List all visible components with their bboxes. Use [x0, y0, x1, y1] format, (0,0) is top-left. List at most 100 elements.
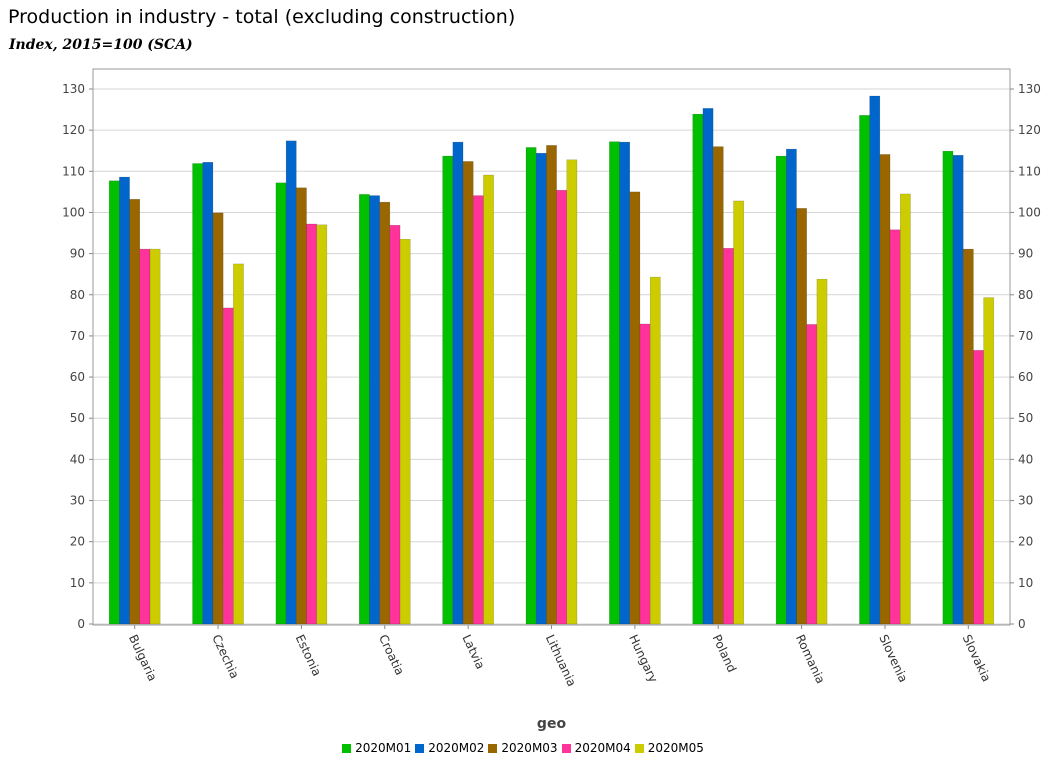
chart-title: Production in industry - total (excludin… — [8, 6, 516, 28]
bar-2020M04-Romania — [806, 324, 818, 625]
bar-2020M04-Lithuania — [556, 189, 568, 625]
legend-swatch — [488, 744, 498, 753]
bar-2020M02-Slovakia — [952, 155, 964, 625]
y-tick-label-right: 50 — [1018, 411, 1033, 425]
legend-item: 2020M03 — [488, 741, 558, 755]
y-tick-label-right: 70 — [1018, 329, 1033, 343]
bar-2020M01-Romania — [775, 155, 787, 625]
bar-2020M05-Slovakia — [983, 297, 995, 625]
y-tick-label-right: 80 — [1018, 288, 1033, 302]
bar-2020M04-Estonia — [306, 223, 317, 625]
bar-2020M05-Czechia — [233, 263, 244, 625]
bar-2020M04-Latvia — [472, 195, 484, 625]
y-tick-label-left: 120 — [62, 123, 85, 137]
y-tick-label-right: 20 — [1018, 535, 1033, 549]
y-tick-label-left: 130 — [62, 82, 85, 96]
bar-2020M04-Croatia — [389, 224, 401, 625]
x-tick-label: Poland — [710, 632, 740, 674]
bar-2020M03-Czechia — [212, 212, 224, 625]
bar-2020M04-Hungary — [639, 323, 651, 625]
x-tick-label: Slovenia — [876, 632, 910, 684]
legend-item: 2020M01 — [342, 741, 411, 755]
y-tick-label-right: 10 — [1018, 576, 1033, 590]
x-tick-label: Estonia — [293, 632, 324, 678]
bar-2020M05-Poland — [733, 200, 744, 625]
y-tick-label-left: 110 — [62, 164, 85, 178]
chart-subtitle: Index, 2015=100 (SCA) — [9, 37, 193, 53]
bar-2020M01-Poland — [692, 113, 704, 625]
bar-2020M02-Slovenia — [869, 95, 881, 625]
bar-2020M03-Croatia — [379, 201, 391, 625]
y-tick-label-left: 60 — [70, 370, 85, 384]
legend-label: 2020M03 — [501, 741, 558, 755]
bar-2020M03-Estonia — [296, 187, 307, 625]
bar-2020M02-Lithuania — [535, 152, 547, 625]
y-tick-label-left: 40 — [70, 452, 85, 466]
y-tick-label-right: 130 — [1018, 82, 1041, 96]
y-tick-label-left: 30 — [70, 494, 85, 508]
legend-item: 2020M05 — [634, 741, 704, 755]
bar-2020M05-Estonia — [316, 224, 328, 625]
bar-2020M03-Hungary — [629, 191, 641, 625]
y-tick-label-right: 60 — [1018, 370, 1033, 384]
x-tick-label: Lithuania — [543, 632, 579, 688]
bar-2020M02-Hungary — [619, 141, 631, 625]
bar-2020M05-Latvia — [483, 174, 494, 625]
y-tick-label-right: 40 — [1018, 452, 1033, 466]
y-tick-label-right: 30 — [1018, 494, 1033, 508]
y-tick-label-left: 80 — [70, 288, 85, 302]
bar-2020M01-Hungary — [609, 141, 620, 625]
y-tick-label-left: 20 — [70, 535, 85, 549]
x-tick-label: Croatia — [376, 632, 407, 677]
y-tick-label-right: 110 — [1018, 164, 1041, 178]
x-tick-label: Hungary — [626, 632, 660, 684]
y-tick-label-right: 90 — [1018, 247, 1033, 261]
bar-2020M02-Romania — [786, 148, 797, 625]
legend-item: 2020M02 — [415, 741, 484, 755]
x-tick-label: Czechia — [209, 632, 242, 680]
bar-2020M04-Slovakia — [973, 350, 984, 625]
chart-legend: 2020M01 2020M02 2020M03 2020M04 2020M05 — [0, 741, 1046, 755]
bar-2020M04-Bulgaria — [139, 248, 151, 625]
x-tick-label: Romania — [793, 632, 828, 685]
bar-2020M04-Poland — [723, 248, 734, 625]
bar-2020M02-Latvia — [452, 141, 464, 625]
x-tick-label: Slovakia — [960, 632, 994, 684]
bar-2020M02-Czechia — [202, 162, 214, 625]
bar-2020M04-Czechia — [222, 307, 234, 625]
legend-item: 2020M04 — [561, 741, 631, 755]
y-tick-label-right: 0 — [1018, 617, 1026, 631]
bar-2020M01-Slovenia — [859, 115, 870, 625]
bar-2020M01-Bulgaria — [108, 180, 120, 625]
bar-2020M02-Poland — [702, 108, 714, 625]
bar-2020M03-Romania — [796, 208, 807, 625]
x-tick-label: Bulgaria — [126, 632, 160, 683]
bar-2020M01-Slovakia — [942, 150, 954, 625]
bar-2020M01-Latvia — [442, 155, 454, 625]
legend-label: 2020M04 — [574, 741, 631, 755]
y-tick-label-left: 10 — [70, 576, 85, 590]
bar-2020M02-Estonia — [285, 140, 297, 625]
legend-swatch — [634, 744, 644, 753]
legend-label: 2020M01 — [355, 741, 412, 755]
bar-2020M02-Croatia — [369, 195, 380, 625]
bar-2020M02-Bulgaria — [119, 176, 130, 625]
bar-2020M03-Lithuania — [546, 145, 557, 625]
legend-swatch — [342, 744, 352, 753]
bar-2020M05-Romania — [816, 278, 828, 625]
y-tick-label-left: 0 — [77, 617, 85, 631]
bar-2020M03-Slovakia — [962, 248, 974, 625]
bar-2020M03-Bulgaria — [129, 199, 141, 625]
bar-2020M05-Lithuania — [566, 159, 578, 625]
y-tick-label-right: 100 — [1018, 205, 1041, 219]
plot-border — [92, 68, 1011, 626]
bar-2020M01-Lithuania — [525, 147, 537, 625]
legend-label: 2020M05 — [647, 741, 704, 755]
x-axis-title: geo — [537, 716, 567, 732]
bar-2020M03-Slovenia — [879, 154, 891, 625]
bar-2020M05-Bulgaria — [149, 248, 161, 625]
bar-2020M01-Czechia — [192, 163, 203, 625]
legend-label: 2020M02 — [428, 741, 485, 755]
y-tick-label-right: 120 — [1018, 123, 1041, 137]
